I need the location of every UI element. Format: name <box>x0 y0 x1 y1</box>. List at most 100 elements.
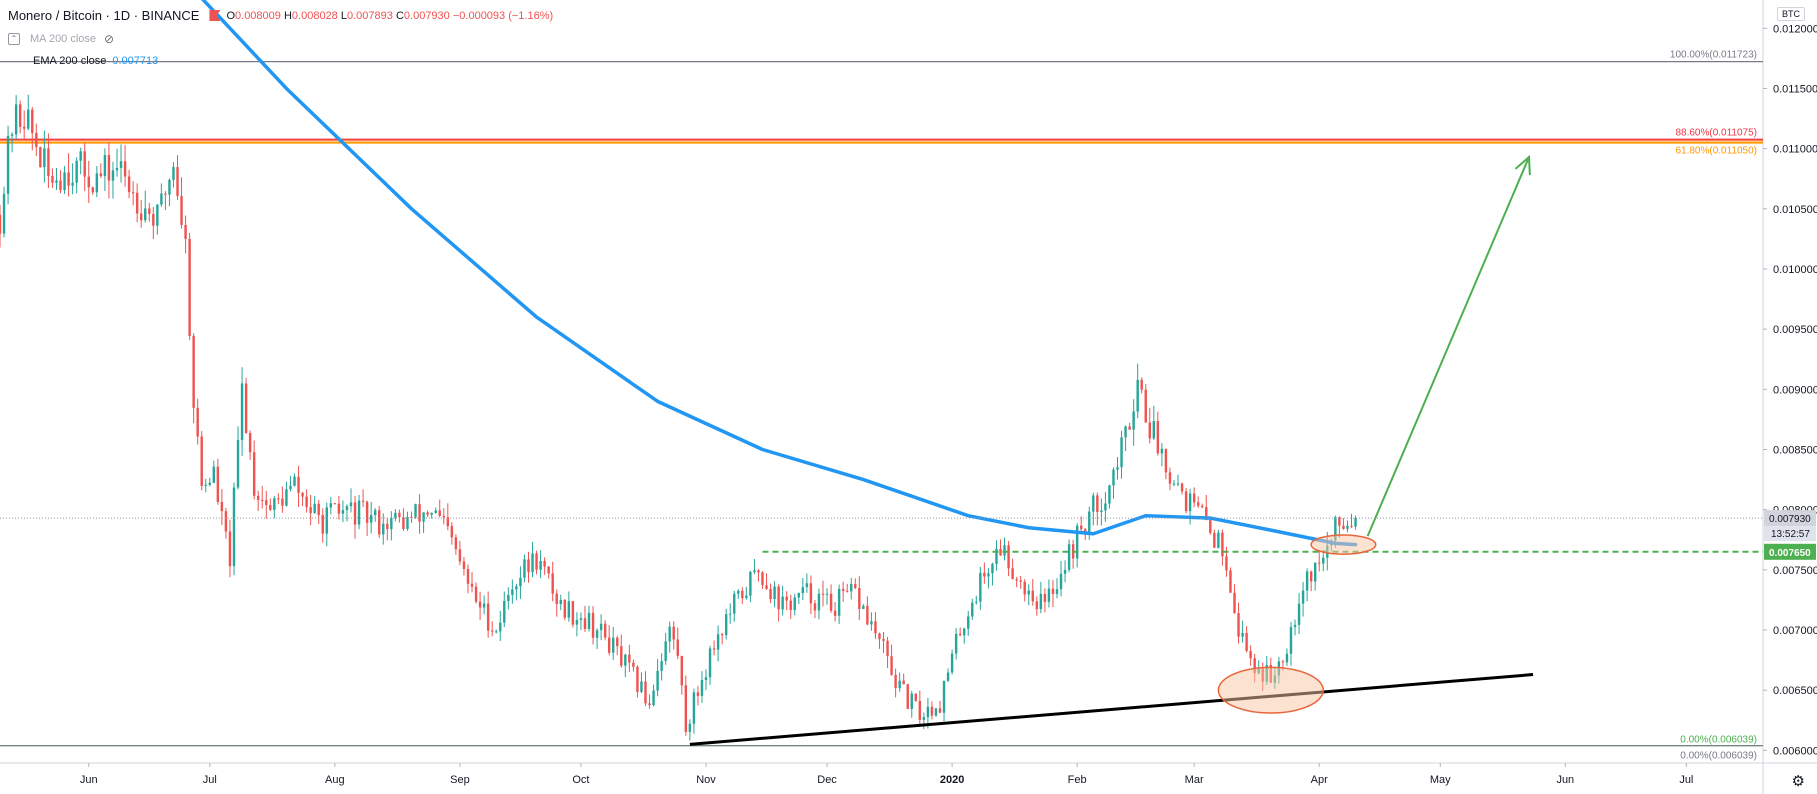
candle <box>1168 467 1172 491</box>
candle <box>531 541 534 578</box>
candle-body <box>1092 495 1095 512</box>
candle <box>1285 648 1289 667</box>
candle-body <box>144 208 147 221</box>
candle <box>281 486 284 513</box>
candle-body <box>769 588 772 600</box>
candle-body <box>636 666 639 692</box>
candle <box>979 566 982 610</box>
candle <box>325 502 328 547</box>
candle <box>123 145 127 187</box>
time-tick-label: Sep <box>450 774 470 786</box>
eye-hidden-icon[interactable]: ⊘ <box>104 32 115 46</box>
candle <box>297 465 300 507</box>
candle-body <box>220 501 224 512</box>
candle <box>1063 560 1067 583</box>
candle-body <box>858 588 861 609</box>
candle <box>204 478 207 493</box>
candle <box>269 498 272 512</box>
candle <box>474 582 478 604</box>
currency-badge[interactable]: BTC <box>1777 7 1805 21</box>
candle-body <box>624 654 627 666</box>
candle <box>224 507 228 539</box>
candle-body <box>1027 590 1030 595</box>
candle-body <box>442 515 445 518</box>
candle-body <box>1039 593 1043 610</box>
candle <box>894 668 897 698</box>
candle <box>228 519 232 578</box>
candle-body <box>603 623 607 638</box>
flag-icon[interactable] <box>209 10 221 21</box>
candle-body <box>898 680 901 689</box>
candle-body <box>1338 517 1341 526</box>
price-tick-label: 0.011500 <box>1773 83 1817 95</box>
candle <box>75 157 78 194</box>
candle-body <box>1168 472 1172 484</box>
candle <box>1184 487 1188 514</box>
candle-body <box>1281 661 1285 663</box>
time-axis: Jun Jul Aug Sep Oct Nov Dec 2020 Feb Mar Apr May Jun… <box>80 763 1693 786</box>
candle <box>902 673 905 685</box>
candle-body <box>724 614 728 636</box>
candle <box>1201 503 1204 509</box>
candle-body <box>490 630 494 632</box>
candle <box>511 579 514 604</box>
candle-body <box>733 593 736 614</box>
candle <box>684 675 688 736</box>
candle <box>720 632 724 645</box>
candle-body <box>1067 544 1071 570</box>
candle <box>801 578 805 601</box>
ema-legend[interactable]: EMA 200 close 0.007713 <box>33 55 158 67</box>
candle-body <box>1209 520 1212 533</box>
candle <box>1148 407 1151 444</box>
ascending-trendline <box>689 673 1534 746</box>
candle <box>184 215 187 254</box>
time-tick-label: Feb <box>1068 774 1087 786</box>
gear-icon[interactable]: ⚙ <box>1791 773 1805 790</box>
candle <box>624 653 627 678</box>
candle-body <box>833 610 837 616</box>
candle <box>716 625 720 662</box>
candle <box>144 190 147 223</box>
candle-body <box>1140 379 1143 390</box>
candle-body <box>523 559 526 578</box>
candle-body <box>410 517 413 519</box>
candle <box>1350 513 1353 529</box>
candle <box>515 583 518 601</box>
candle <box>761 571 764 589</box>
candle <box>482 595 486 615</box>
candle <box>139 200 143 228</box>
candle <box>438 499 441 518</box>
candle <box>115 148 119 177</box>
candle-body <box>579 618 583 620</box>
candle <box>866 596 869 626</box>
candle-body <box>83 151 86 177</box>
candle <box>317 500 320 524</box>
candle <box>2 186 6 238</box>
candle-body <box>301 492 304 497</box>
candle <box>10 132 14 153</box>
candle-body <box>640 681 643 692</box>
candle <box>1209 519 1212 535</box>
candle <box>196 398 199 445</box>
candle-body <box>281 498 284 506</box>
candle-body <box>1144 389 1147 423</box>
candle <box>1342 517 1345 530</box>
candle <box>648 694 651 709</box>
candle <box>906 683 909 710</box>
candle <box>890 644 893 676</box>
candle-body <box>333 503 337 505</box>
symbol-legend[interactable]: Monero / Bitcoin · 1D · BINANCE O0.00800… <box>8 8 553 23</box>
price-tick-label: 0.008500 <box>1773 444 1817 456</box>
candle-body <box>777 586 780 610</box>
candle-body <box>587 612 591 630</box>
price-tick-label: 0.009000 <box>1773 384 1817 396</box>
candle-body <box>398 512 401 518</box>
candle-body <box>983 572 986 577</box>
candle <box>785 591 788 611</box>
collapse-icon[interactable]: ⌃ <box>8 33 20 45</box>
candle-body <box>1019 580 1022 582</box>
candle-body <box>1096 495 1099 513</box>
candle <box>1293 619 1297 636</box>
ma-legend[interactable]: ⌃ MA 200 close ⊘ <box>8 32 114 46</box>
